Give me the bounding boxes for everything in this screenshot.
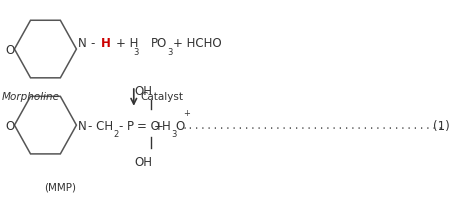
Text: (1): (1) xyxy=(433,119,450,132)
Text: + HCHO: + HCHO xyxy=(173,37,221,50)
Text: +: + xyxy=(154,119,164,132)
Text: 2: 2 xyxy=(114,129,119,138)
Text: OH: OH xyxy=(134,84,152,97)
Text: OH: OH xyxy=(134,155,152,168)
Text: PO: PO xyxy=(151,37,167,50)
Text: Morpholine: Morpholine xyxy=(1,92,60,102)
Text: 3: 3 xyxy=(172,129,177,138)
Text: 3: 3 xyxy=(167,47,173,56)
Text: (MMP): (MMP) xyxy=(45,182,76,192)
Text: +: + xyxy=(183,109,190,118)
Text: O: O xyxy=(175,119,184,132)
Text: -: - xyxy=(118,119,123,132)
Text: + H: + H xyxy=(116,37,139,50)
Text: 3: 3 xyxy=(134,47,139,56)
Text: - CH: - CH xyxy=(88,119,113,132)
Text: N: N xyxy=(78,119,87,132)
Text: P: P xyxy=(127,119,134,132)
Text: = O: = O xyxy=(137,119,159,132)
Text: H: H xyxy=(101,37,110,50)
Text: -: - xyxy=(91,37,99,50)
Text: O: O xyxy=(5,119,15,132)
Text: H: H xyxy=(162,119,171,132)
Text: ..........................................: ........................................… xyxy=(182,121,444,130)
Text: Catalyst: Catalyst xyxy=(141,92,183,102)
Text: N: N xyxy=(78,37,87,50)
Text: O: O xyxy=(5,44,15,57)
